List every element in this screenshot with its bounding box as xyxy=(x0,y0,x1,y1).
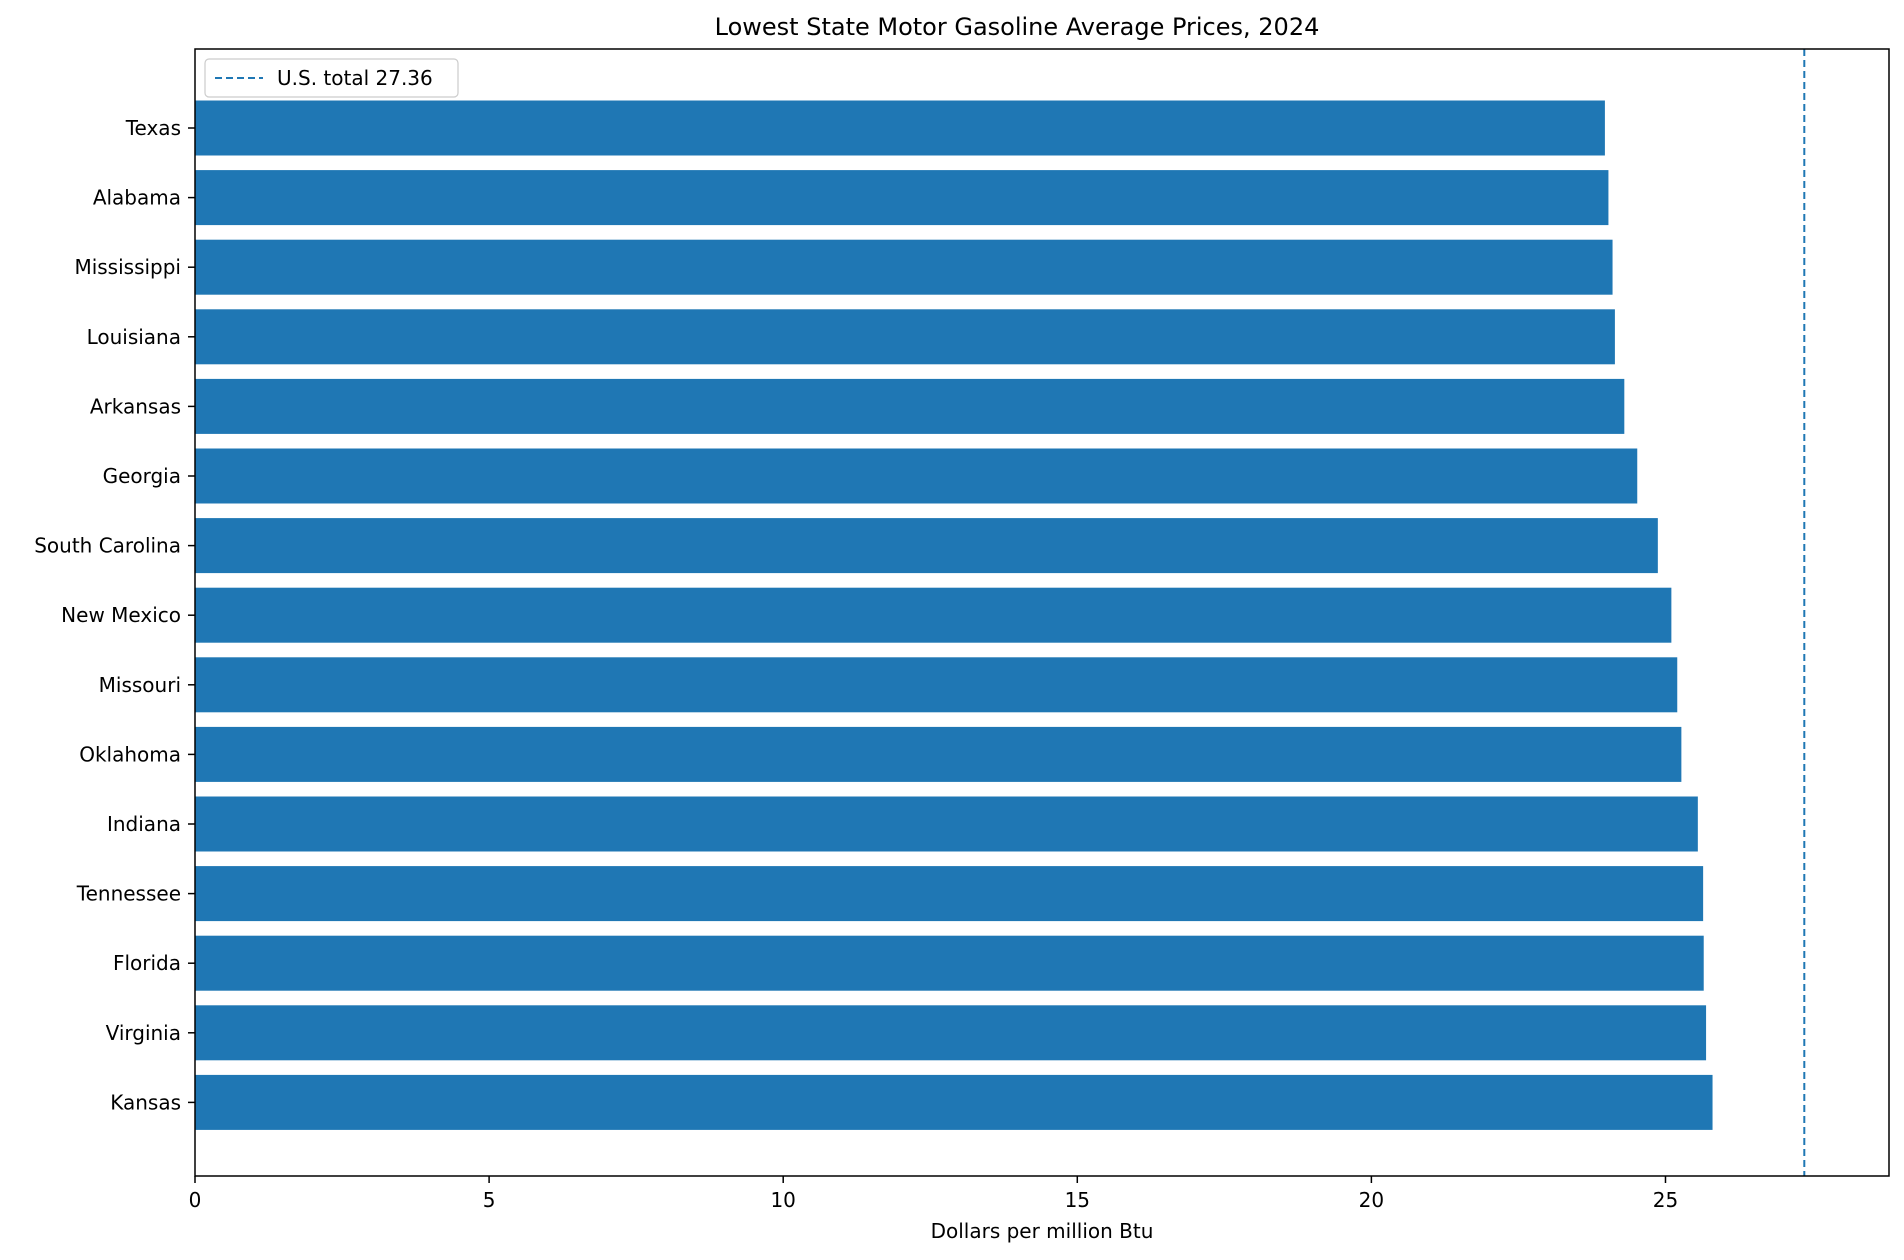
y-tick-label: Alabama xyxy=(93,186,181,210)
x-axis-label: Dollars per million Btu xyxy=(931,1219,1154,1243)
y-tick-label: Mississippi xyxy=(74,255,181,279)
x-tick-label: 15 xyxy=(1065,1188,1090,1212)
bars-layer xyxy=(195,100,1713,1130)
y-tick-label: Arkansas xyxy=(90,394,181,418)
y-tick-label: Florida xyxy=(113,951,181,975)
bar-alabama xyxy=(195,170,1609,226)
y-tick-label: Georgia xyxy=(103,464,181,488)
x-tick-label: 5 xyxy=(483,1188,496,1212)
y-tick-label: Missouri xyxy=(99,673,181,697)
bar-kansas xyxy=(195,1074,1713,1130)
y-tick-label: Louisiana xyxy=(87,325,181,349)
bar-new-mexico xyxy=(195,587,1672,643)
bar-florida xyxy=(195,935,1704,991)
y-axis-ticks: Texas Alabama Mississippi Louisiana Arkansas… xyxy=(34,116,195,1114)
legend: U.S. total 27.36 xyxy=(204,58,459,98)
x-tick-label: 20 xyxy=(1359,1188,1384,1212)
x-axis-ticks: 0 5 10 15 20 25 xyxy=(189,1176,1678,1212)
bar-virginia xyxy=(195,1005,1707,1061)
chart-title: Lowest State Motor Gasoline Average Pric… xyxy=(715,13,1320,41)
x-tick-label: 10 xyxy=(770,1188,795,1212)
bar-georgia xyxy=(195,448,1638,504)
y-tick-label: Tennessee xyxy=(76,882,181,906)
bar-indiana xyxy=(195,796,1698,852)
y-tick-label: New Mexico xyxy=(61,603,181,627)
y-tick-label: Oklahoma xyxy=(79,742,181,766)
bar-arkansas xyxy=(195,378,1625,434)
bar-texas xyxy=(195,100,1605,156)
legend-box xyxy=(204,58,459,98)
axes-frame xyxy=(194,48,1890,1177)
y-tick-label: Virginia xyxy=(106,1021,181,1045)
y-tick-label: Kansas xyxy=(110,1090,181,1114)
y-tick-label: Indiana xyxy=(107,812,181,836)
y-tick-label: South Carolina xyxy=(34,534,181,558)
bar-mississippi xyxy=(195,239,1613,295)
y-tick-label: Texas xyxy=(125,116,181,140)
bar-louisiana xyxy=(195,309,1615,365)
bar-missouri xyxy=(195,657,1678,713)
x-tick-label: 0 xyxy=(189,1188,202,1212)
bar-south-carolina xyxy=(195,518,1658,574)
legend-label: U.S. total 27.36 xyxy=(277,66,433,90)
bar-oklahoma xyxy=(195,726,1682,782)
bar-tennessee xyxy=(195,866,1704,922)
x-tick-label: 25 xyxy=(1653,1188,1678,1212)
